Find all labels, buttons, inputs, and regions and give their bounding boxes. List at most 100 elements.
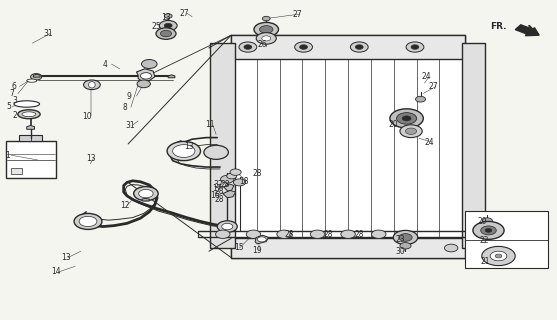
Text: 1: 1	[6, 151, 11, 160]
Circle shape	[141, 60, 157, 68]
Text: 28: 28	[252, 169, 262, 178]
Ellipse shape	[27, 79, 37, 82]
FancyArrow shape	[515, 25, 539, 36]
Circle shape	[295, 42, 312, 52]
Circle shape	[490, 251, 507, 261]
Circle shape	[79, 216, 97, 227]
Text: 6: 6	[11, 82, 16, 91]
Text: 21: 21	[480, 257, 490, 266]
Text: 12: 12	[120, 201, 129, 210]
Text: 22: 22	[479, 236, 488, 245]
Circle shape	[372, 230, 386, 238]
Text: 13: 13	[61, 253, 71, 262]
Circle shape	[139, 189, 153, 198]
Polygon shape	[136, 69, 155, 82]
Circle shape	[406, 42, 424, 52]
Text: 16: 16	[211, 191, 220, 200]
Circle shape	[411, 45, 419, 49]
Circle shape	[262, 16, 270, 21]
Bar	[210, 43, 235, 248]
Text: 23: 23	[395, 235, 405, 244]
Text: 13: 13	[162, 13, 171, 22]
Text: 20: 20	[389, 120, 398, 129]
Polygon shape	[33, 74, 40, 77]
Text: 31: 31	[43, 29, 53, 38]
Circle shape	[31, 74, 42, 80]
Text: 14: 14	[51, 268, 61, 276]
Circle shape	[277, 230, 291, 238]
Circle shape	[473, 221, 504, 239]
Ellipse shape	[14, 101, 40, 107]
Text: 18: 18	[240, 177, 249, 186]
Text: 15: 15	[234, 244, 243, 252]
Circle shape	[341, 230, 355, 238]
Circle shape	[400, 243, 411, 249]
Circle shape	[399, 234, 412, 241]
Text: 8: 8	[123, 103, 128, 112]
Text: 19: 19	[252, 246, 261, 255]
Circle shape	[402, 116, 411, 121]
Circle shape	[134, 187, 158, 201]
Circle shape	[227, 173, 237, 179]
Text: 30: 30	[395, 247, 405, 256]
Circle shape	[204, 145, 228, 159]
Circle shape	[400, 125, 422, 138]
Text: 25: 25	[152, 22, 161, 31]
Circle shape	[262, 36, 271, 41]
Text: 28: 28	[214, 195, 224, 204]
Circle shape	[495, 254, 502, 258]
Circle shape	[239, 42, 257, 52]
Text: 3: 3	[12, 96, 17, 105]
Circle shape	[485, 228, 492, 232]
Text: FR.: FR.	[490, 22, 507, 31]
Circle shape	[246, 230, 261, 238]
Text: 5: 5	[7, 102, 12, 111]
Text: 4: 4	[103, 60, 108, 68]
Ellipse shape	[22, 112, 36, 117]
Polygon shape	[11, 168, 22, 174]
Circle shape	[444, 244, 458, 252]
Circle shape	[310, 230, 325, 238]
Text: 2: 2	[12, 111, 17, 120]
Text: 28: 28	[323, 230, 333, 239]
Text: 28: 28	[214, 188, 224, 196]
Circle shape	[140, 73, 152, 79]
Bar	[231, 238, 465, 258]
Text: 27: 27	[180, 9, 189, 18]
Polygon shape	[255, 235, 268, 244]
Text: 17: 17	[212, 184, 222, 193]
Circle shape	[233, 179, 246, 186]
Bar	[19, 135, 42, 141]
Circle shape	[256, 33, 276, 44]
Circle shape	[167, 141, 201, 161]
Polygon shape	[224, 184, 234, 191]
Circle shape	[397, 113, 417, 124]
Circle shape	[244, 45, 252, 49]
Circle shape	[416, 96, 426, 102]
Polygon shape	[168, 75, 175, 78]
Ellipse shape	[18, 110, 40, 119]
Circle shape	[481, 226, 496, 235]
Bar	[231, 35, 465, 258]
Text: 11: 11	[205, 120, 214, 129]
Circle shape	[74, 213, 102, 229]
Text: 29: 29	[478, 217, 487, 226]
Circle shape	[254, 22, 278, 36]
Text: 13: 13	[184, 142, 193, 151]
Text: 27: 27	[429, 82, 438, 91]
Text: 13: 13	[86, 154, 96, 163]
Circle shape	[156, 28, 176, 39]
Text: 28: 28	[220, 180, 229, 189]
Circle shape	[173, 145, 195, 157]
Text: 24: 24	[422, 72, 431, 81]
Circle shape	[216, 230, 230, 238]
Ellipse shape	[89, 82, 95, 88]
Circle shape	[230, 169, 241, 175]
Circle shape	[164, 14, 172, 18]
Text: 9: 9	[127, 92, 132, 100]
Text: 28: 28	[354, 230, 364, 239]
Polygon shape	[142, 198, 149, 201]
Polygon shape	[223, 190, 236, 198]
Circle shape	[405, 128, 417, 134]
Circle shape	[482, 218, 492, 224]
